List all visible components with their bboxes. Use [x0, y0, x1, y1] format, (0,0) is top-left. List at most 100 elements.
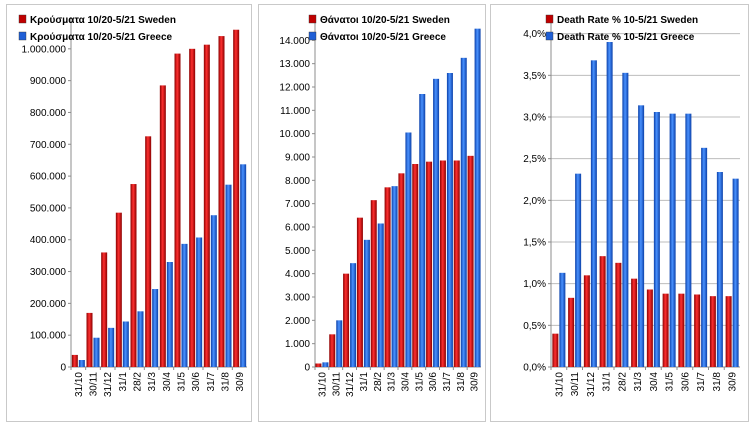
bar-greece	[590, 60, 597, 367]
legend-label: Κρούσματα 10/20-5/21 Sweden	[30, 15, 176, 26]
bar-greece	[122, 321, 129, 367]
x-tick-label: 30/11	[331, 372, 342, 397]
legend-swatch	[18, 31, 27, 41]
bar-sweden	[552, 333, 559, 367]
x-tick-label: 31/5	[177, 372, 188, 392]
x-tick-label: 31/1	[602, 372, 613, 392]
bar-greece	[377, 223, 384, 367]
bar-sweden	[439, 160, 446, 367]
x-tick-label: 30/9	[470, 372, 481, 392]
y-tick-label: 1,0%	[523, 279, 546, 290]
x-tick-label: 31/12	[345, 372, 356, 397]
y-tick-label: 2.000	[285, 316, 310, 327]
y-tick-label: 900.000	[30, 76, 67, 87]
bar-sweden	[426, 161, 433, 367]
bar-greece	[225, 184, 232, 367]
x-tick-label: 31/8	[712, 372, 723, 392]
bar-greece	[108, 327, 115, 367]
bar-greece	[559, 272, 566, 367]
bar-sweden	[233, 29, 240, 368]
cases-chart: 0 100.000 200.000 300.000 400.000 500.000 600.…	[18, 14, 247, 397]
bar-greece	[210, 215, 217, 367]
bar-greece	[575, 173, 582, 367]
bar-sweden	[71, 354, 78, 367]
bar-greece	[732, 178, 739, 367]
x-tick-label: 30/4	[649, 372, 660, 392]
x-tick-label: 30/9	[728, 372, 739, 392]
y-tick-label: 9.000	[285, 153, 310, 164]
bar-sweden	[343, 273, 350, 367]
bar-greece	[622, 72, 629, 367]
y-tick-label: 500.000	[30, 203, 67, 214]
legend-label: Θάνατοι 10/20-5/21 Sweden	[320, 15, 450, 26]
bar-sweden	[218, 36, 225, 367]
bar-sweden	[174, 53, 181, 367]
x-tick-label: 31/3	[147, 372, 158, 392]
legend-label: Death Rate % 10-5/21 Sweden	[557, 15, 698, 26]
y-tick-label: 0	[60, 363, 66, 374]
x-tick-label: 31/7	[442, 372, 453, 392]
bar-greece	[716, 172, 723, 367]
x-tick-label: 31/1	[359, 372, 370, 392]
bar-sweden	[599, 256, 606, 367]
bar-sweden	[646, 289, 653, 367]
bar-sweden	[101, 252, 108, 367]
x-tick-label: 31/10	[554, 372, 565, 397]
bar-sweden	[145, 136, 152, 367]
y-tick-label: 3,0%	[523, 113, 546, 124]
death-rate-chart-panel: 0,0% 0,5% 1,0% 1,5% 2,0% 2,5% 3,0% 3,5% 4,0% 31/1…	[490, 4, 749, 422]
x-tick-label: 31/12	[103, 372, 114, 397]
y-tick-label: 3.000	[285, 293, 310, 304]
y-tick-label: 0,0%	[523, 363, 546, 374]
y-tick-label: 400.000	[30, 235, 67, 246]
x-tick-label: 31/8	[221, 372, 232, 392]
bar-greece	[78, 360, 85, 367]
bar-sweden	[203, 44, 210, 367]
bar-greece	[363, 239, 370, 367]
bar-greece	[196, 237, 203, 367]
bar-sweden	[86, 312, 93, 367]
bar-greece	[460, 57, 467, 367]
bar-sweden	[189, 48, 196, 368]
bar-sweden	[467, 155, 474, 367]
bar-greece	[336, 320, 343, 367]
bar-greece	[474, 28, 481, 368]
bar-greece	[350, 263, 357, 367]
y-tick-label: 13.000	[279, 59, 310, 70]
legend-swatch	[545, 31, 554, 41]
y-tick-label: 12.000	[279, 83, 310, 94]
y-tick-label: 8.000	[285, 176, 310, 187]
bar-greece	[181, 243, 188, 367]
cases-chart-panel: 0 100.000 200.000 300.000 400.000 500.000 600.…	[6, 4, 252, 422]
x-tick-label: 31/1	[118, 372, 129, 392]
y-tick-label: 14.000	[279, 36, 310, 47]
y-tick-label: 11.000	[280, 106, 310, 117]
bar-greece	[446, 73, 453, 367]
deaths-chart-panel: 0 1.000 2.000 3.000 4.000 5.000 6.000 7.000 8.00…	[258, 4, 486, 422]
legend-label: Death Rate % 10-5/21 Greece	[557, 32, 695, 43]
bar-greece	[137, 311, 144, 367]
bar-greece	[166, 262, 173, 367]
y-tick-label: 5.000	[285, 246, 310, 257]
y-tick-label: 4,0%	[523, 29, 546, 40]
bar-greece	[93, 337, 100, 367]
y-tick-label: 800.000	[30, 108, 67, 119]
bar-sweden	[130, 184, 137, 367]
x-tick-label: 30/6	[680, 372, 691, 392]
death-rate-chart: 0,0% 0,5% 1,0% 1,5% 2,0% 2,5% 3,0% 3,5% 4,0% 31/1…	[523, 14, 740, 397]
bar-greece	[669, 113, 676, 368]
x-tick-label: 30/6	[191, 372, 202, 392]
bar-sweden	[568, 297, 575, 367]
x-tick-label: 28/2	[373, 372, 384, 392]
y-tick-label: 2,0%	[523, 196, 546, 207]
bar-sweden	[159, 85, 166, 367]
legend-swatch	[545, 14, 554, 24]
y-tick-label: 200.000	[30, 299, 67, 310]
x-tick-label: 31/7	[206, 372, 217, 392]
y-tick-label: 7.000	[285, 199, 310, 210]
y-tick-label: 300.000	[30, 267, 67, 278]
bar-sweden	[398, 173, 405, 367]
x-tick-label: 30/11	[570, 372, 581, 397]
x-tick-label: 31/8	[456, 372, 467, 392]
